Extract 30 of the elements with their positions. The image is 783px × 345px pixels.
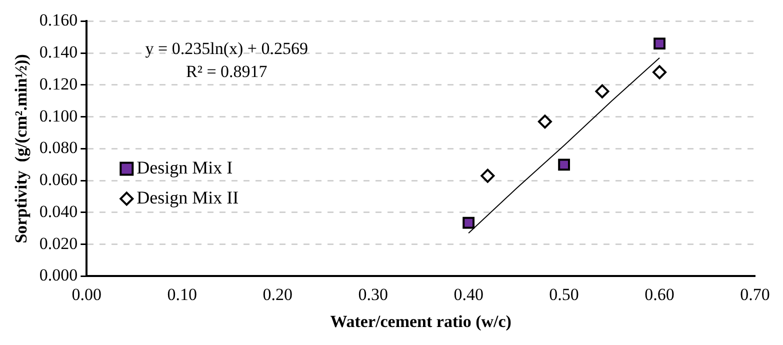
y-tick-label: 0.020 bbox=[39, 234, 78, 253]
y-tick-label: 0.120 bbox=[39, 74, 78, 94]
annotation: R² = 0.8917 bbox=[186, 62, 268, 82]
y-tick-label: 0.080 bbox=[39, 138, 78, 158]
y-axis-title: Sorptivity (g/(cm².min½)) bbox=[12, 54, 31, 244]
x-tick-label: 0.10 bbox=[167, 284, 198, 304]
x-tick-label: 0.70 bbox=[740, 284, 770, 304]
point bbox=[652, 65, 667, 80]
y-tick-label: 0.000 bbox=[39, 266, 78, 285]
x-tick-label: 0.20 bbox=[262, 284, 292, 304]
y-tick-label: 0.100 bbox=[39, 106, 78, 126]
point bbox=[480, 168, 495, 183]
y-tick-label: 0.160 bbox=[39, 10, 78, 30]
x-tick-label: 0.00 bbox=[72, 284, 102, 304]
legend-label: Design Mix I bbox=[136, 157, 233, 178]
x-tick-label: 0.60 bbox=[644, 284, 674, 304]
x-tick-label: 0.50 bbox=[549, 284, 579, 304]
point bbox=[558, 158, 570, 171]
y-tick-label: 0.140 bbox=[39, 42, 78, 62]
point bbox=[538, 114, 552, 129]
y-tick-label: 0.040 bbox=[39, 202, 78, 221]
legend-label: Design Mix II bbox=[136, 187, 239, 208]
point bbox=[654, 38, 666, 50]
point bbox=[462, 216, 475, 229]
annotation: y = 0.235ln(x) + 0.2569 bbox=[145, 39, 308, 58]
y-tick-label: 0.060 bbox=[39, 170, 78, 190]
x-tick-label: 0.40 bbox=[454, 284, 484, 304]
x-axis-title: Water/cement ratio (w/c) bbox=[330, 312, 512, 332]
x-tick-label: 0.30 bbox=[358, 284, 388, 304]
point bbox=[595, 84, 610, 98]
